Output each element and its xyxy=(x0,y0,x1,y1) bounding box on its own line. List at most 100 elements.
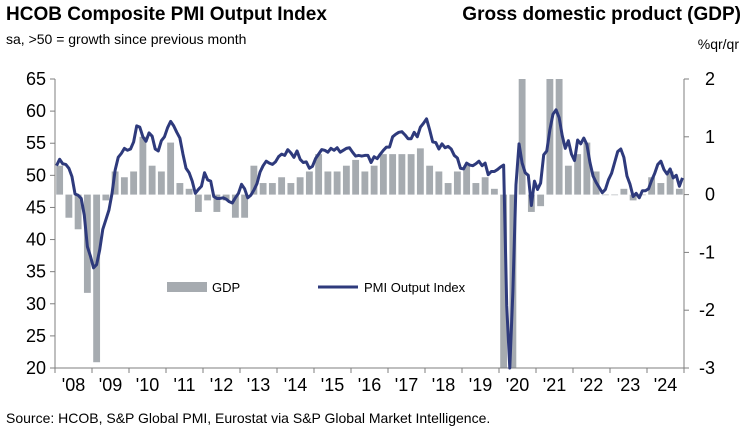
gdp-bar xyxy=(148,165,156,195)
gdp-bar xyxy=(93,194,101,363)
gdp-bar xyxy=(564,165,572,195)
gdp-bar xyxy=(241,194,249,218)
x-tick-label: '22 xyxy=(580,375,603,395)
gdp-bar xyxy=(296,177,304,195)
gdp-bar xyxy=(379,154,387,195)
x-tick-label: '10 xyxy=(136,375,159,395)
x-tick-label: '19 xyxy=(469,375,492,395)
gdp-bar xyxy=(102,194,110,201)
gdp-bar xyxy=(638,194,646,196)
source-note: Source: HCOB, S&P Global PMI, Eurostat v… xyxy=(6,410,491,426)
gdp-bars xyxy=(56,79,683,368)
gdp-bar xyxy=(463,165,471,195)
legend-gdp-label: GDP xyxy=(212,280,240,295)
gdp-bar xyxy=(194,194,202,212)
x-tick-label: '23 xyxy=(617,375,640,395)
gdp-bar xyxy=(250,165,258,195)
x-tick-label: '09 xyxy=(99,375,122,395)
gdp-bar xyxy=(416,148,424,195)
gdp-bar xyxy=(287,183,295,195)
gdp-bar xyxy=(481,177,489,195)
gdp-bar xyxy=(620,188,628,195)
gdp-bar xyxy=(352,159,360,195)
x-tick-label: '15 xyxy=(321,375,344,395)
gdp-bar xyxy=(370,165,378,195)
gdp-bar xyxy=(333,171,341,195)
gdp-bar xyxy=(648,177,656,195)
right-tick-label: 0 xyxy=(705,185,715,205)
legend-gdp-swatch xyxy=(167,282,207,292)
x-tick-label: '08 xyxy=(62,375,85,395)
gdp-bar xyxy=(130,171,138,195)
gdp-bar xyxy=(305,171,313,195)
gdp-bar xyxy=(583,142,591,195)
gdp-bar xyxy=(361,171,369,195)
gdp-bar xyxy=(213,194,221,212)
chart-subtitle: sa, >50 = growth since previous month xyxy=(6,31,247,47)
gdp-bar xyxy=(167,142,175,195)
right-tick-label: 2 xyxy=(705,69,715,89)
right-tick-label: 1 xyxy=(705,127,715,147)
gdp-bar xyxy=(139,136,147,195)
right-axis-unit: %qr/qr xyxy=(697,36,739,52)
gdp-bar xyxy=(111,171,119,195)
gdp-bar xyxy=(537,194,545,207)
left-tick-label: 45 xyxy=(26,197,46,217)
left-tick-label: 55 xyxy=(26,133,46,153)
gdp-bar xyxy=(389,154,397,195)
gdp-bar xyxy=(407,154,415,195)
gdp-bar xyxy=(157,171,165,195)
gdp-bar xyxy=(426,165,434,195)
gdp-bar xyxy=(601,194,609,196)
left-tick-label: 60 xyxy=(26,101,46,121)
x-tick-label: '13 xyxy=(247,375,270,395)
right-tick-label: -2 xyxy=(699,300,715,320)
gdp-bar xyxy=(555,79,563,195)
x-tick-label: '18 xyxy=(432,375,455,395)
left-tick-label: 40 xyxy=(26,230,46,250)
gdp-bar xyxy=(444,183,452,195)
x-tick-label: '17 xyxy=(395,375,418,395)
gdp-bar xyxy=(65,194,73,218)
gdp-bar xyxy=(268,183,276,195)
gdp-bar xyxy=(435,171,443,195)
x-tick-label: '12 xyxy=(210,375,233,395)
chart-axes xyxy=(54,79,685,369)
gdp-bar xyxy=(500,194,508,368)
gdp-bar xyxy=(398,154,406,195)
gdp-bar xyxy=(666,171,674,195)
gdp-bar xyxy=(231,194,239,218)
left-tick-label: 30 xyxy=(26,294,46,314)
gdp-bar xyxy=(574,154,582,195)
right-axis-title: Gross domestic product (GDP) xyxy=(462,4,741,25)
gdp-bar xyxy=(342,165,350,195)
chart-legend: GDP PMI Output Index xyxy=(167,280,466,295)
x-tick-label: '21 xyxy=(543,375,566,395)
x-tick-label: '16 xyxy=(358,375,381,395)
gdp-bar xyxy=(611,194,619,196)
gdp-bar xyxy=(490,188,498,195)
gdp-bar xyxy=(453,171,461,195)
gdp-bar xyxy=(518,79,526,195)
gdp-bar xyxy=(176,183,184,195)
gdp-bar xyxy=(204,194,212,201)
left-tick-label: 65 xyxy=(26,69,46,89)
right-tick-label: -1 xyxy=(699,242,715,262)
gdp-bar xyxy=(185,188,193,195)
gdp-bar xyxy=(259,183,267,195)
gdp-bar xyxy=(74,194,82,230)
legend-pmi-label: PMI Output Index xyxy=(364,280,466,295)
left-axis-ticks: 65 60 55 50 45 40 35 30 25 20 xyxy=(26,69,55,378)
left-tick-label: 20 xyxy=(26,358,46,378)
gdp-bar xyxy=(324,171,332,195)
left-tick-label: 35 xyxy=(26,262,46,282)
gdp-bar xyxy=(657,183,665,195)
left-tick-label: 25 xyxy=(26,326,46,346)
pmi-output-line xyxy=(55,108,684,370)
x-tick-label: '11 xyxy=(173,375,195,395)
right-axis-ticks: 2 1 0 -1 -2 -3 xyxy=(684,69,715,378)
x-axis-ticks: '08 '09 '10 '11 '12 '13 '14 '15 '16 '17 '18 '19 '20 '… xyxy=(54,368,685,395)
gdp-bar xyxy=(315,154,323,195)
x-tick-label: '24 xyxy=(654,375,677,395)
